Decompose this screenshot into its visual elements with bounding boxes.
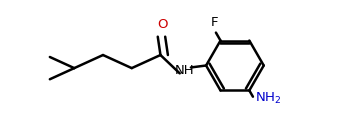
Text: F: F	[211, 16, 218, 29]
Text: NH: NH	[174, 64, 194, 77]
Text: NH$_2$: NH$_2$	[255, 91, 281, 106]
Text: O: O	[157, 18, 167, 31]
